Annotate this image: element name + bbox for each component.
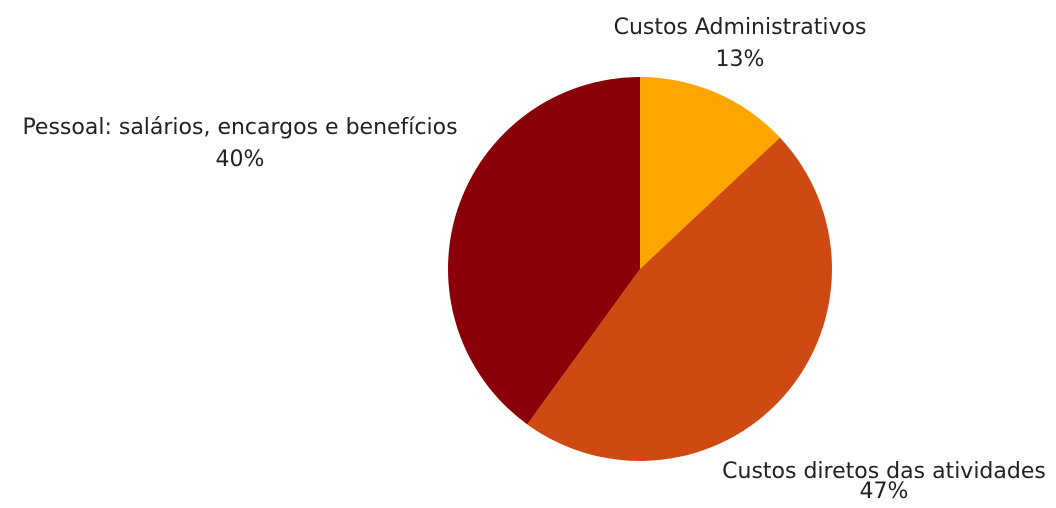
pie-slice-2 <box>527 137 832 461</box>
pie-slices <box>448 77 832 461</box>
pie-slice-3 <box>448 77 640 425</box>
slice-label-percent-1: 13% <box>716 47 765 72</box>
pie-labels: Custos Administrativos 13% Custos diretos … <box>22 15 1045 504</box>
slice-label-percent-3: 40% <box>216 147 265 172</box>
pie-slice-1 <box>640 77 780 269</box>
slice-label-name-3: Pessoal: salários, encargos e benefícios <box>22 115 457 140</box>
slice-label-name-2: Custos diretos das atividades <box>722 459 1046 484</box>
slice-label-name-1: Custos Administrativos <box>614 15 867 40</box>
slice-label-percent-2: 47% <box>860 479 909 504</box>
